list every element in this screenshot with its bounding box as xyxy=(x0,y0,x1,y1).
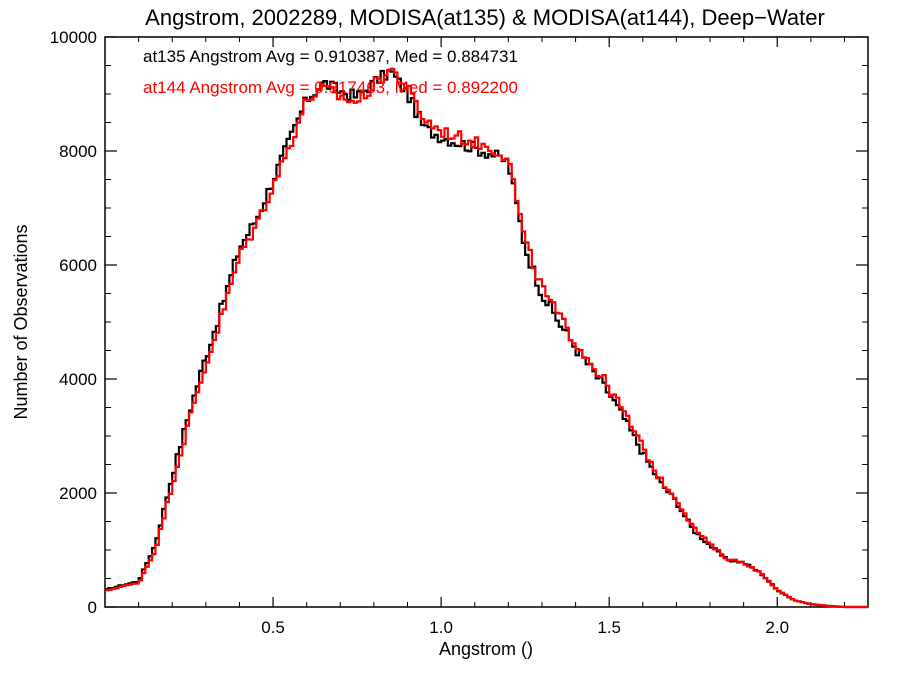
y-tick-label: 8000 xyxy=(59,142,97,161)
legend: at135 Angstrom Avg = 0.910387, Med = 0.8… xyxy=(143,47,518,97)
series-line-at144 xyxy=(105,67,868,609)
series-lines xyxy=(105,67,868,609)
legend-entry-at144: at144 Angstrom Avg = 0.917463, Med = 0.8… xyxy=(143,78,518,97)
chart-title: Angstrom, 2002289, MODISA(at135) & MODIS… xyxy=(145,5,825,30)
y-axis-title: Number of Observations xyxy=(11,224,31,419)
y-tick-label: 0 xyxy=(88,598,97,617)
x-tick-label: 2.0 xyxy=(765,618,789,637)
x-tick-label: 1.0 xyxy=(429,618,453,637)
tick-labels: 0.5 1.0 1.5 2.0 0 2000 4000 6000 8000 10000 xyxy=(50,28,789,637)
y-tick-label: 4000 xyxy=(59,370,97,389)
legend-entry-at135: at135 Angstrom Avg = 0.910387, Med = 0.8… xyxy=(143,47,518,66)
x-tick-label: 0.5 xyxy=(261,618,285,637)
y-tick-label: 6000 xyxy=(59,256,97,275)
x-tick-label: 1.5 xyxy=(597,618,621,637)
series-line-at135 xyxy=(105,69,868,609)
y-tick-label: 10000 xyxy=(50,28,97,47)
y-tick-label: 2000 xyxy=(59,484,97,503)
x-axis-title: Angstrom () xyxy=(439,639,533,659)
